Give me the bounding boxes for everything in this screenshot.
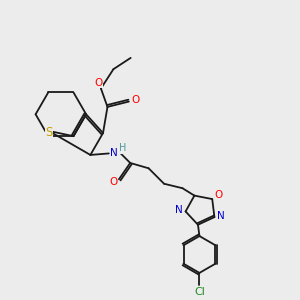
Text: O: O [94, 78, 103, 88]
Text: N: N [110, 148, 118, 158]
Text: O: O [110, 177, 118, 187]
Text: N: N [217, 212, 225, 221]
Text: O: O [131, 95, 140, 105]
Text: S: S [45, 126, 52, 139]
Text: N: N [175, 205, 183, 215]
Text: O: O [214, 190, 222, 200]
Text: Cl: Cl [194, 287, 205, 297]
Text: H: H [119, 143, 127, 153]
